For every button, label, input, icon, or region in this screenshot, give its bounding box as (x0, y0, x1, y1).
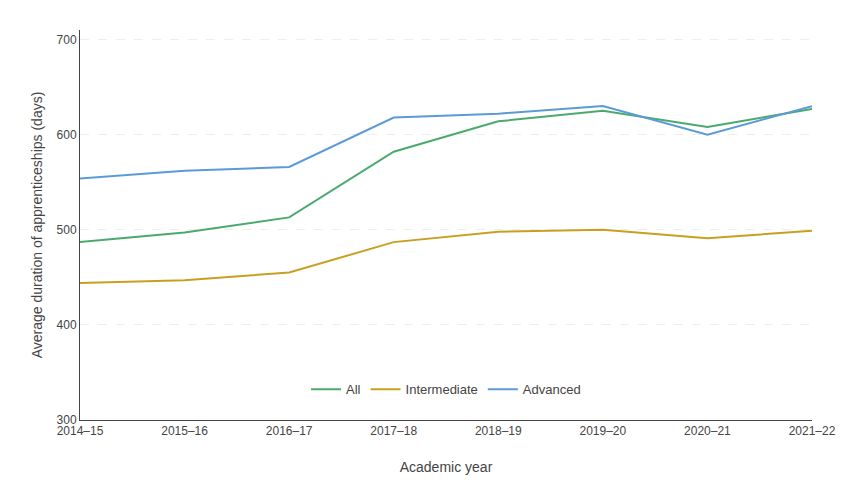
svg-text:Academic year: Academic year (400, 459, 493, 475)
svg-text:2021–22: 2021–22 (789, 424, 836, 438)
svg-text:Advanced: Advanced (523, 382, 581, 397)
svg-text:2016–17: 2016–17 (266, 424, 313, 438)
svg-text:400: 400 (57, 318, 77, 332)
svg-text:2019–20: 2019–20 (580, 424, 627, 438)
svg-text:All: All (346, 382, 361, 397)
svg-text:2020–21: 2020–21 (684, 424, 731, 438)
svg-text:2015–16: 2015–16 (161, 424, 208, 438)
svg-text:300: 300 (57, 413, 77, 427)
svg-text:700: 700 (57, 33, 77, 47)
svg-text:600: 600 (57, 128, 77, 142)
svg-text:500: 500 (57, 223, 77, 237)
svg-text:Intermediate: Intermediate (406, 382, 478, 397)
svg-text:2014–15: 2014–15 (57, 424, 104, 438)
svg-text:Average duration of apprentice: Average duration of apprenticeships (day… (29, 92, 45, 359)
svg-text:2018–19: 2018–19 (475, 424, 522, 438)
svg-text:2017–18: 2017–18 (370, 424, 417, 438)
